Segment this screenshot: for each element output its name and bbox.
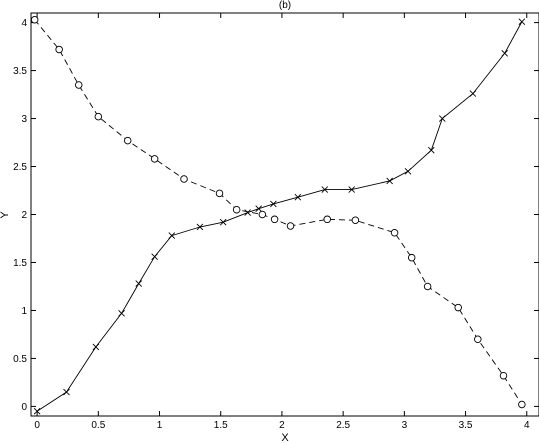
- data-point: [151, 253, 158, 261]
- data-point: [499, 371, 508, 380]
- data-point: [258, 210, 267, 219]
- data-point: [323, 215, 331, 224]
- data-point: [150, 155, 159, 163]
- data-point: [270, 215, 279, 224]
- x-tick-label: 1.5: [214, 420, 228, 431]
- data-point: [63, 388, 70, 396]
- data-point: [423, 282, 432, 291]
- y-tick-label: 3: [21, 114, 27, 125]
- data-point: [94, 112, 103, 121]
- x-tick-label: 2: [279, 420, 285, 431]
- y-axis-label: Y: [0, 211, 11, 219]
- data-point: [286, 222, 295, 230]
- series-2: [30, 15, 526, 409]
- data-point: [135, 280, 143, 287]
- data-point: [196, 223, 204, 231]
- series-layer: [30, 15, 526, 415]
- data-point: [30, 15, 39, 24]
- data-point: [180, 175, 188, 183]
- data-point: [168, 232, 176, 239]
- x-tick-label: 4: [524, 420, 530, 431]
- y-tick-label: 0: [21, 402, 27, 413]
- y-tick-label: 0.5: [13, 354, 27, 365]
- axis-ticks: 0 0.5 1 1.5 2 2.5 3 3.5 4 0 0.5 1 1.5 2 2.5 3 3.5 4: [13, 13, 539, 431]
- data-point: [407, 253, 416, 262]
- data-point: [33, 407, 41, 415]
- data-point: [454, 303, 462, 312]
- series-2-line: [34, 19, 523, 405]
- x-axis-label: X: [281, 432, 289, 443]
- data-point: [270, 200, 277, 208]
- data-point: [469, 90, 477, 97]
- data-point: [321, 186, 329, 193]
- y-tick-label: 2: [21, 210, 27, 221]
- x-tick-label: 1: [157, 420, 163, 431]
- series-1-line: [36, 21, 523, 412]
- data-point: [474, 335, 482, 343]
- y-tick-label: 1: [21, 306, 27, 317]
- data-point: [244, 209, 251, 216]
- data-point: [219, 218, 227, 226]
- data-point: [55, 45, 63, 54]
- data-point: [351, 216, 360, 225]
- data-point: [294, 193, 302, 201]
- data-point: [118, 310, 125, 317]
- data-point: [386, 177, 393, 185]
- data-point: [348, 186, 356, 193]
- y-tick-label: 4: [21, 18, 27, 29]
- y-tick-label: 2.5: [13, 162, 27, 173]
- data-point: [518, 18, 526, 25]
- data-point: [123, 136, 132, 145]
- x-tick-label: 3.5: [459, 420, 473, 431]
- chart-title: (b): [279, 0, 291, 11]
- data-point: [232, 205, 241, 214]
- x-tick-label: 2.5: [336, 420, 350, 431]
- data-point: [390, 228, 399, 237]
- x-tick-label: 3: [402, 420, 408, 431]
- data-point: [501, 49, 509, 57]
- data-point: [518, 400, 526, 409]
- x-tick-label: 0: [34, 420, 40, 431]
- y-tick-label: 1.5: [13, 258, 27, 269]
- data-point: [92, 343, 100, 351]
- data-point: [74, 81, 83, 89]
- x-tick-label: 0.5: [91, 420, 105, 431]
- y-tick-label: 3.5: [13, 66, 27, 77]
- series-1: [33, 18, 526, 415]
- data-point: [427, 146, 435, 154]
- data-point: [438, 115, 446, 122]
- data-point: [215, 189, 224, 198]
- data-point: [255, 205, 263, 213]
- data-point: [404, 168, 412, 175]
- plot-frame: [30, 12, 539, 417]
